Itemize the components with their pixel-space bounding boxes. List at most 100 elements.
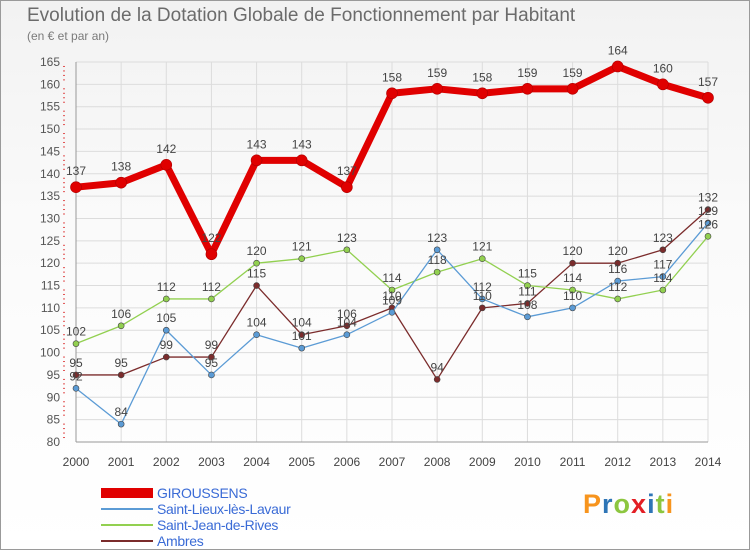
x-tick-label: 2002	[153, 455, 180, 469]
data-label: 137	[66, 164, 86, 178]
data-point	[524, 300, 531, 307]
data-point	[208, 295, 215, 303]
data-point	[72, 340, 80, 347]
data-label: 112	[608, 280, 627, 294]
data-label: 95	[205, 356, 219, 370]
brand-letter: i	[647, 489, 656, 519]
data-label: 160	[653, 61, 673, 75]
data-point	[659, 246, 667, 254]
data-label: 120	[563, 244, 583, 258]
data-point	[115, 176, 127, 189]
data-point	[569, 286, 576, 294]
x-tick-label: 2004	[243, 455, 270, 469]
data-point	[476, 87, 489, 100]
data-point	[614, 277, 622, 285]
data-point	[208, 371, 215, 379]
data-label: 95	[69, 356, 83, 370]
data-label: 114	[563, 271, 582, 285]
legend-item: Saint-Jean-de-Rives	[101, 517, 401, 533]
data-label: 129	[698, 204, 718, 218]
data-point	[524, 282, 531, 289]
data-point	[72, 385, 80, 392]
legend-label: Saint-Lieux-lès-Lavaur	[157, 501, 291, 517]
x-tick-label: 2009	[469, 455, 496, 469]
data-label: 101	[292, 329, 312, 343]
data-point	[659, 273, 667, 280]
data-label: 123	[653, 231, 673, 245]
data-point	[614, 259, 622, 267]
data-label: 95	[114, 356, 128, 370]
data-point	[162, 353, 170, 361]
legend-swatch	[101, 508, 153, 510]
y-tick-label: 90	[47, 390, 61, 404]
data-label: 111	[518, 284, 537, 298]
data-point	[341, 181, 353, 193]
data-point	[521, 83, 534, 95]
data-label: 158	[472, 70, 492, 84]
data-label: 159	[427, 66, 447, 80]
data-point	[70, 181, 82, 193]
data-label: 104	[337, 316, 357, 330]
x-tick-label: 2012	[604, 455, 631, 469]
legend-swatch	[101, 488, 153, 498]
data-label: 106	[111, 307, 131, 321]
data-point	[478, 295, 486, 303]
data-label: 106	[337, 307, 357, 321]
data-point	[478, 255, 486, 263]
data-point	[253, 259, 260, 267]
data-point	[205, 248, 218, 261]
data-label: 164	[608, 43, 628, 57]
legend-swatch	[101, 524, 153, 526]
y-tick-label: 85	[47, 413, 61, 427]
data-point	[72, 371, 80, 379]
data-point	[704, 219, 712, 227]
x-tick-label: 2010	[514, 455, 541, 469]
y-tick-label: 150	[40, 122, 60, 136]
x-tick-label: 2003	[198, 455, 225, 469]
brand-logo: Proxiti	[583, 489, 674, 520]
x-tick-label: 2006	[334, 455, 361, 469]
data-point	[253, 282, 260, 289]
data-point	[295, 154, 308, 167]
data-label: 143	[292, 137, 312, 151]
data-point	[298, 344, 306, 352]
y-tick-label: 105	[40, 323, 60, 337]
data-label: 115	[518, 267, 537, 281]
data-point	[433, 376, 441, 383]
data-label: 114	[653, 271, 672, 285]
data-label: 158	[382, 70, 402, 84]
data-label: 123	[337, 231, 357, 245]
data-label: 112	[157, 280, 176, 294]
legend-label: GIROUSSENS	[157, 485, 248, 501]
y-tick-label: 145	[40, 144, 60, 158]
data-point	[162, 295, 170, 303]
data-label: 116	[608, 262, 627, 276]
data-point	[614, 295, 622, 303]
data-point	[298, 255, 306, 263]
x-tick-label: 2007	[379, 455, 406, 469]
y-tick-label: 130	[40, 211, 60, 225]
x-tick-label: 2001	[108, 455, 135, 469]
legend-label: Ambres	[157, 533, 204, 549]
legend-item: GIROUSSENS	[101, 485, 401, 501]
y-tick-label: 135	[40, 189, 60, 203]
line-chart: 80 85 90 95 100 105 110 115 120 125 130 135 140 145 15…	[40, 43, 722, 469]
legend-label: Saint-Jean-de-Rives	[157, 517, 279, 533]
chart-title: Evolution de la Dotation Globale de Fonc…	[27, 5, 576, 26]
data-point	[117, 420, 125, 428]
brand-letter: x	[631, 489, 648, 519]
y-tick-label: 95	[47, 368, 61, 382]
data-label: 138	[111, 160, 131, 174]
chart-subtitle: (en € et par an)	[27, 29, 110, 43]
x-tick-label: 2013	[650, 455, 677, 469]
data-label: 123	[427, 231, 447, 245]
x-tick-label: 2008	[424, 455, 451, 469]
data-point	[702, 91, 714, 104]
data-point	[566, 83, 579, 95]
data-point	[704, 206, 712, 213]
brand-letter: i	[665, 489, 675, 519]
y-tick-label: 120	[40, 256, 60, 270]
data-label: 110	[563, 289, 582, 303]
legend-item: Saint-Lieux-lès-Lavaur	[101, 501, 401, 517]
